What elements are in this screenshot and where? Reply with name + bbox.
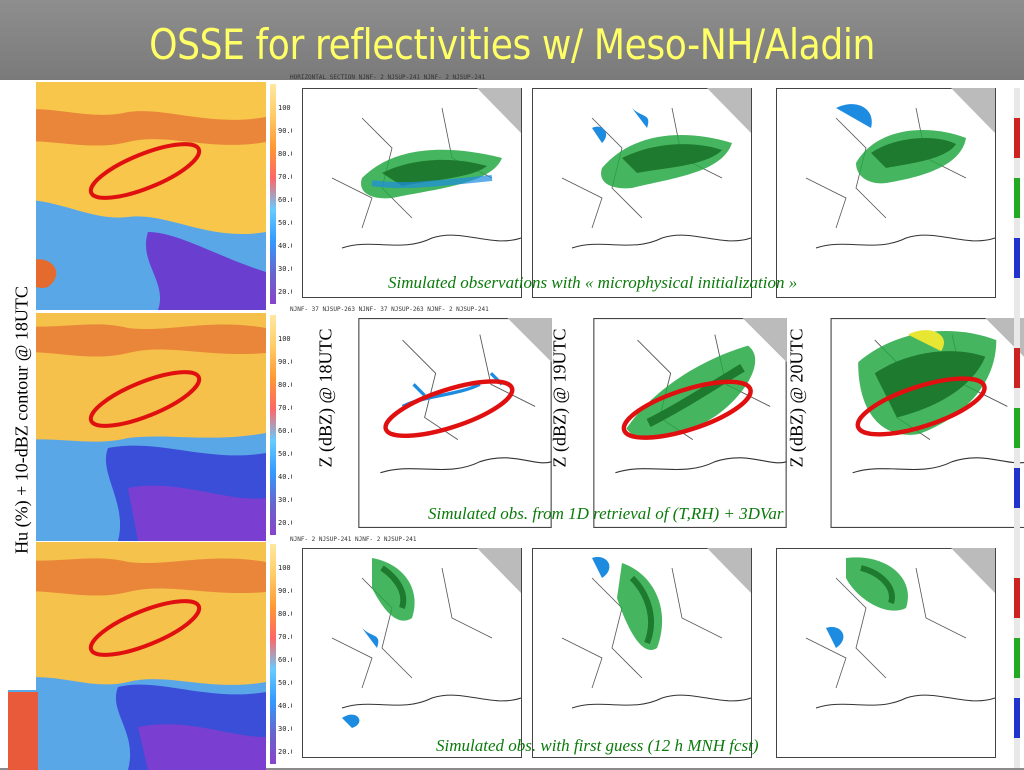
z-map-row3-19utc (532, 548, 752, 758)
hu-tick: 60.00 (278, 196, 292, 204)
hu-tick: 30.00 (278, 725, 292, 733)
hu-map-panel-1: 100.0 90.00 80.00 70.00 60.00 50.00 40.0… (8, 82, 292, 310)
hu-tick: 90.00 (278, 587, 292, 595)
left-label-strip (0, 80, 36, 690)
hu-tick: 100.0 (278, 335, 292, 343)
title-bar (0, 0, 1024, 80)
hu-color-scale-2 (270, 315, 276, 535)
hu-map-panel-2: 100.0 90.00 80.00 70.00 60.00 50.00 40.0… (8, 313, 292, 541)
hu-color-scale-1 (270, 84, 276, 304)
hu-scale-ticks-2: 100.0 90.00 80.00 70.00 60.00 50.00 40.0… (278, 313, 292, 541)
hu-tick: 20.00 (278, 288, 292, 296)
hu-tick: 80.00 (278, 610, 292, 618)
z-map-row1-18utc (302, 88, 522, 298)
col-label-20utc: Z (dBZ) @ 20UTC (786, 328, 807, 468)
hu-tick: 90.00 (278, 358, 292, 366)
hu-tick: 80.00 (278, 381, 292, 389)
hu-scale-ticks-1: 100.0 90.00 80.00 70.00 60.00 50.00 40.0… (278, 82, 292, 310)
slide-title: OSSE for reflectivities w/ Meso-NH/Aladi… (149, 20, 875, 69)
panel-header-row2: NJNF- 37 NJSUP-263 NJNF- 37 NJSUP-263 NJ… (290, 306, 489, 313)
hu-scale-ticks-3: 100.0 90.00 80.00 70.00 60.00 50.00 40.0… (278, 542, 292, 770)
left-axis-label: Hu (%) + 10-dBZ contour @ 18UTC (11, 286, 32, 554)
hu-tick: 60.00 (278, 427, 292, 435)
hu-tick: 50.00 (278, 450, 292, 458)
hu-map-2 (8, 313, 266, 541)
z-map-row1-20utc (776, 88, 996, 298)
reflectivity-color-scale (1014, 88, 1020, 768)
hu-map-3 (8, 542, 266, 770)
hu-tick: 100.0 (278, 564, 292, 572)
hu-tick: 50.00 (278, 679, 292, 687)
hu-tick: 50.00 (278, 219, 292, 227)
hu-tick: 100.0 (278, 104, 292, 112)
hu-tick: 20.00 (278, 519, 292, 527)
hu-tick: 90.00 (278, 127, 292, 135)
z-map-row2-20utc (830, 318, 1024, 528)
hu-tick: 70.00 (278, 633, 292, 641)
z-map-row2-18utc (358, 318, 552, 528)
hu-tick: 30.00 (278, 496, 292, 504)
hu-tick: 70.00 (278, 173, 292, 181)
hu-tick: 60.00 (278, 656, 292, 664)
hu-tick: 40.00 (278, 702, 292, 710)
z-map-row3-20utc (776, 548, 996, 758)
hu-map-panel-3: 100.0 90.00 80.00 70.00 60.00 50.00 40.0… (8, 542, 292, 770)
z-map-row2-19utc (593, 318, 787, 528)
hu-tick: 40.00 (278, 473, 292, 481)
hu-tick: 40.00 (278, 242, 292, 250)
z-map-row3-18utc (302, 548, 522, 758)
z-map-row1-19utc (532, 88, 752, 298)
panel-header-row3: NJNF- 2 NJSUP-241 NJNF- 2 NJSUP-241 (290, 536, 417, 543)
caption-row3: Simulated obs. with first guess (12 h MN… (436, 736, 759, 755)
caption-row1: Simulated observations with « microphysi… (388, 273, 798, 292)
hu-tick: 70.00 (278, 404, 292, 412)
hu-tick: 80.00 (278, 150, 292, 158)
hu-tick: 20.00 (278, 748, 292, 756)
panel-header-row1: HORIZONTAL SECTION NJNF- 2 NJSUP-241 NJN… (290, 74, 486, 81)
col-label-19utc: Z (dBZ) @ 19UTC (549, 328, 570, 468)
hu-color-scale-3 (270, 544, 276, 764)
hu-map-1 (8, 82, 266, 310)
caption-row2: Simulated obs. from 1D retrieval of (T,R… (428, 504, 784, 523)
hu-tick: 30.00 (278, 265, 292, 273)
col-label-18utc: Z (dBZ) @ 18UTC (315, 328, 336, 468)
